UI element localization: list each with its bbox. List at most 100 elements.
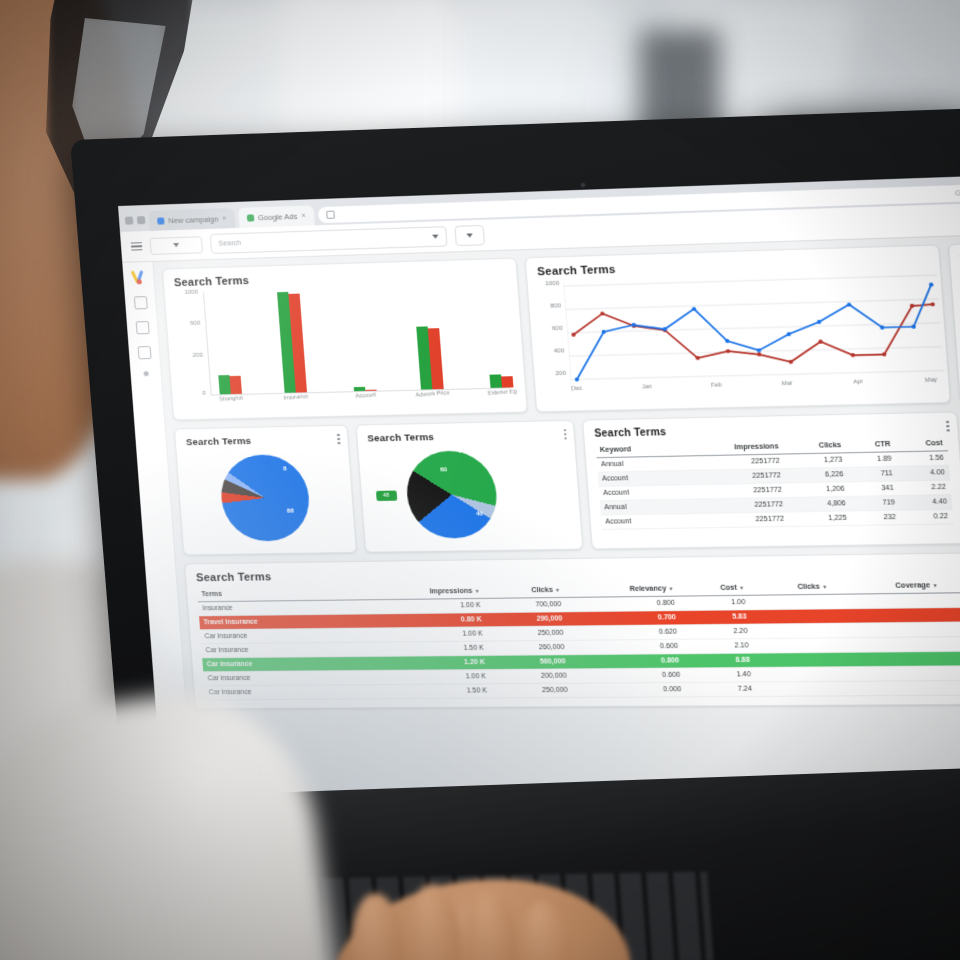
pie-data-label: 8 [282,466,287,473]
bar-group[interactable] [277,291,308,393]
chevron-down-icon [466,233,473,238]
x-tick-label: Insurance [283,393,310,402]
table-cell [749,594,834,610]
x-tick-label: Account [355,392,377,400]
table-cell: 1.40 [683,667,756,683]
line-series-conversions [572,304,937,367]
table-cell [836,651,949,667]
table-cell: 7.24 [684,681,757,697]
filter-dropdown-button[interactable] [454,224,486,247]
x-tick-label: Dec [570,385,583,393]
table-cell [837,666,950,682]
pie-chart-2[interactable]: 60 40 [403,450,500,539]
right-panel-card-top: Total [947,241,960,403]
bar-chart-card: Search Terms 1000 600 200 0 [161,257,528,421]
close-icon[interactable]: × [301,212,306,220]
table-cell: 560,000 [488,654,571,670]
card-title: Search Terms [185,435,252,449]
more-options-icon[interactable] [337,433,341,444]
pie-chart-1[interactable]: 88 8 [218,453,313,542]
table-cell: 10.89% [943,606,960,623]
column-header-clicks[interactable]: Clicks ▼ [483,583,565,599]
bar-chart: 1000 600 200 0 [175,283,517,411]
google-ads-logo-icon[interactable] [130,269,146,285]
table-cell [833,607,945,624]
close-icon[interactable]: × [222,214,227,222]
bar-group[interactable] [218,375,242,395]
column-header-relevancy[interactable]: Relevancy ▼ [563,582,679,598]
bar-clicks[interactable] [365,389,377,391]
column-header-ctr[interactable]: CTR [845,437,896,453]
y-tick-label: 600 [189,320,201,327]
sidebar-item-reports[interactable] [137,346,152,360]
table-cell: 2.20 [680,624,753,640]
table-cell: 200,000 [489,668,572,684]
line-chart: 1000 800 600 400 200 [538,271,938,403]
y-tick-label: 200 [555,370,567,378]
browser-tab-inactive[interactable]: New campaign × [148,207,236,231]
table-cell: Car insurance [201,642,363,658]
menu-icon[interactable] [130,241,143,251]
table-cell: Car insurance [200,628,362,644]
chevron-down-icon [173,242,180,248]
table-cell [752,637,837,654]
column-header-cost[interactable]: Cost ▼ [677,581,750,597]
table-cell: 2.10 [681,638,754,654]
table-cell: 0.620 [567,624,682,641]
table-cell [755,681,840,697]
more-options-icon[interactable] [946,420,950,432]
search-placeholder: Search [218,239,242,248]
window-control-icon[interactable] [124,216,134,225]
column-header-cost[interactable]: Cost [894,436,948,452]
account-picker-button[interactable] [149,235,204,255]
table-cell [838,680,951,696]
bar-clicks[interactable] [501,376,514,388]
table-cell: 1.00 K [363,669,491,685]
column-header-coverage[interactable]: Coverage ▼ [831,578,943,595]
line-plot-area [563,271,945,388]
legend-chip[interactable]: 48 [375,490,397,502]
table-cell: 1.20 K [362,655,490,671]
sidebar-item-tools[interactable] [142,371,149,377]
bar-impressions[interactable] [489,374,502,388]
keyword-table-card: Search Terms Keyword Impressions Clicks … [581,411,960,550]
more-options-icon[interactable] [563,429,567,440]
y-tick-label: 1000 [544,280,560,288]
bar-group[interactable] [416,326,444,390]
table-cell: 2.22 [897,480,951,496]
column-header-impressions[interactable]: Impressions ▼ [357,584,485,600]
finger [462,888,520,960]
table-cell: 11.50% [948,665,960,681]
x-tick-label: Feb [710,382,723,390]
sidebar-item-adgroups[interactable] [135,321,150,335]
search-input[interactable]: Search [209,226,448,255]
bar-impressions[interactable] [353,386,366,392]
bar-group[interactable] [353,386,377,392]
sidebar-item-campaigns[interactable] [133,296,148,310]
column-header-clicks-2[interactable]: Clicks ▼ [748,580,833,596]
y-tick-label: 0 [201,390,206,397]
pie-chart-card-2: Search Terms 48 60 40 [355,419,584,553]
table-cell: 0.800 [564,596,680,612]
table-cell: 232 [850,510,901,526]
table-cell [835,636,948,653]
tab-favicon-icon [156,216,165,225]
column-header-clicks[interactable]: Clicks [782,438,847,455]
column-header-optimize[interactable]: Optimize▼ [941,577,960,593]
table-cell [832,592,944,609]
table-cell: 341 [848,480,899,497]
line-series-clicks [571,285,938,380]
table-cell: 1,273 [783,452,848,469]
window-control-icon[interactable] [136,216,146,225]
table-cell: 260,000 [487,640,570,656]
bar-clicks[interactable] [229,375,242,395]
browser-tab-active[interactable]: Google Ads × [237,205,315,228]
bar-plot-area: Shanghai Insurance Account Adwork Price … [202,283,517,403]
bar-group[interactable] [489,374,514,388]
keyword-table: Keyword Impressions Clicks CTR Cost Annu… [595,436,954,530]
x-tick-label: Exterior Eg [487,388,518,397]
table-cell: 4,806 [786,496,851,512]
table-cell: 0.600 [568,639,683,655]
pie-chart-card-1: Search Terms 88 8 [173,424,357,556]
